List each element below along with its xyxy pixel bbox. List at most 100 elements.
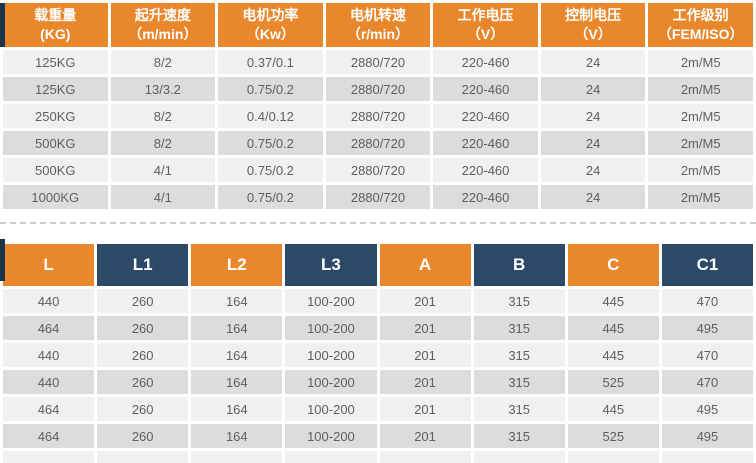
col-unit: （V） [466,26,505,42]
table-cell: 8/2 [110,131,216,155]
table-cell: 445 [567,316,659,340]
dim-col-header-C: C [567,244,659,286]
table-cell: 0.75/0.2 [218,158,323,182]
table-cell: 201 [379,343,471,367]
table-cell: 260 [97,289,189,313]
table-cell: 500KG [3,158,108,182]
dim-col-header-C1: C1 [661,244,753,286]
table-cell: 164 [191,370,283,394]
col-title: 控制电压 [565,7,622,24]
table-cell: 260 [97,370,189,394]
table-cell: 2m/M5 [648,50,753,74]
table-row: 125KG 8/2 0.37/0.1 2880/720 220-460 24 2m/M5 [3,50,753,74]
table-cell: 0.75/0.2 [218,77,323,101]
table-row: 125KG 13/3.2 0.75/0.2 2880/720 220-460 24 2m/M… [3,77,753,101]
dim-col-header-L1: L1 [97,244,189,286]
table-cell: 500KG [3,131,108,155]
table-row: 1000KG 4/1 0.75/0.2 2880/720 220-460 24 2m/M5 [3,185,753,209]
col-title: 电机转速 [349,7,406,24]
col-unit: （m/min） [128,26,198,42]
table-cell: 100-200 [285,343,377,367]
dimension-table-header: L L1 L2 L3 A B C C1 [3,244,753,286]
table-cell: 495 [661,316,753,340]
spec-col-header-2: 电机功率 （Kw） [218,3,323,47]
dim-col-header-A: A [379,244,471,286]
table-cell: 24 [540,77,646,101]
col-unit: （V） [574,26,612,42]
table-cell: 201 [379,397,471,421]
table-cell: 164 [191,316,283,340]
table-cell: 220-460 [433,185,538,209]
table-cell: 464 [3,397,95,421]
table-cell: 100-200 [285,289,377,313]
table-cell: 1000KG [3,185,108,209]
table-cell: 2m/M5 [648,158,753,182]
table-cell: 8/2 [110,104,216,128]
table-cell: 464 [3,424,95,448]
spec-table: 载重量 (KG) 起升速度 （m/min） 电机功率 （Kw） 电机转速 （r/min） 工作电… [0,0,756,212]
table-cell: 2880/720 [325,158,431,182]
spec-col-header-1: 起升速度 （m/min） [110,3,216,47]
table-cell: 525 [567,424,659,448]
table-cell: 164 [191,343,283,367]
table-cell: 250KG [3,104,108,128]
table-cell: 220-460 [433,50,538,74]
table-cell: 164 [191,424,283,448]
table-cell: 315 [473,424,565,448]
col-unit: （Kw） [245,26,295,42]
table-row: 464 260 164 100-200 201 315 525 495 [3,424,753,448]
table-cell [3,451,95,463]
table-cell: 2880/720 [325,104,431,128]
table-cell: 2m/M5 [648,131,753,155]
dim-col-header-L3: L3 [285,244,377,286]
table-cell: 0.75/0.2 [218,185,323,209]
table-cell: 470 [661,289,753,313]
table-row: 464 260 164 100-200 201 315 445 495 [3,397,753,421]
table-row: 464 260 164 100-200 201 315 445 495 [3,316,753,340]
table-cell: 470 [661,370,753,394]
table-cell: 201 [379,316,471,340]
table-cell: 2880/720 [325,185,431,209]
table-cell: 315 [473,370,565,394]
table-cell: 13/3.2 [110,77,216,101]
table-cell: 260 [97,424,189,448]
table-cell: 201 [379,289,471,313]
spec-col-header-5: 控制电压 （V） [540,3,646,47]
spec-col-header-4: 工作电压 （V） [433,3,538,47]
table-cell: 220-460 [433,77,538,101]
table-cell: 260 [97,316,189,340]
table-cell: 100-200 [285,424,377,448]
table-cell: 125KG [3,50,108,74]
table-cell: 100-200 [285,397,377,421]
col-title: 起升速度 [134,7,191,24]
table-cell: 260 [97,343,189,367]
table-cell: 2m/M5 [648,185,753,209]
table-cell: 164 [191,289,283,313]
table-cell [97,451,189,463]
table-cell: 260 [97,397,189,421]
dim-col-header-B: B [473,244,565,286]
table-row: 250KG 8/2 0.4/0.12 2880/720 220-460 24 2m/M5 [3,104,753,128]
table-cell: 24 [540,185,646,209]
table-cell: 445 [567,289,659,313]
table-cell [661,451,753,463]
table-cell: 315 [473,397,565,421]
table-cell: 445 [567,343,659,367]
table-cell: 201 [379,424,471,448]
table-row: 500KG 8/2 0.75/0.2 2880/720 220-460 24 2m/M5 [3,131,753,155]
dim-col-header-L2: L2 [191,244,283,286]
table-cell: 164 [191,397,283,421]
col-unit: (KG) [40,26,71,42]
table-cell [567,451,659,463]
table-cell: 2880/720 [325,50,431,74]
table-row-partial [3,451,753,463]
col-title: 电机功率 [242,7,299,24]
dimension-table: L L1 L2 L3 A B C C1 440 260 164 100-200 201 315 445 47… [0,241,756,463]
spec-col-header-0: 载重量 (KG) [3,3,108,47]
table-cell: 440 [3,289,95,313]
table-cell: 220-460 [433,131,538,155]
table-cell: 495 [661,397,753,421]
table-row: 500KG 4/1 0.75/0.2 2880/720 220-460 24 2m/M5 [3,158,753,182]
table-cell: 4/1 [110,158,216,182]
